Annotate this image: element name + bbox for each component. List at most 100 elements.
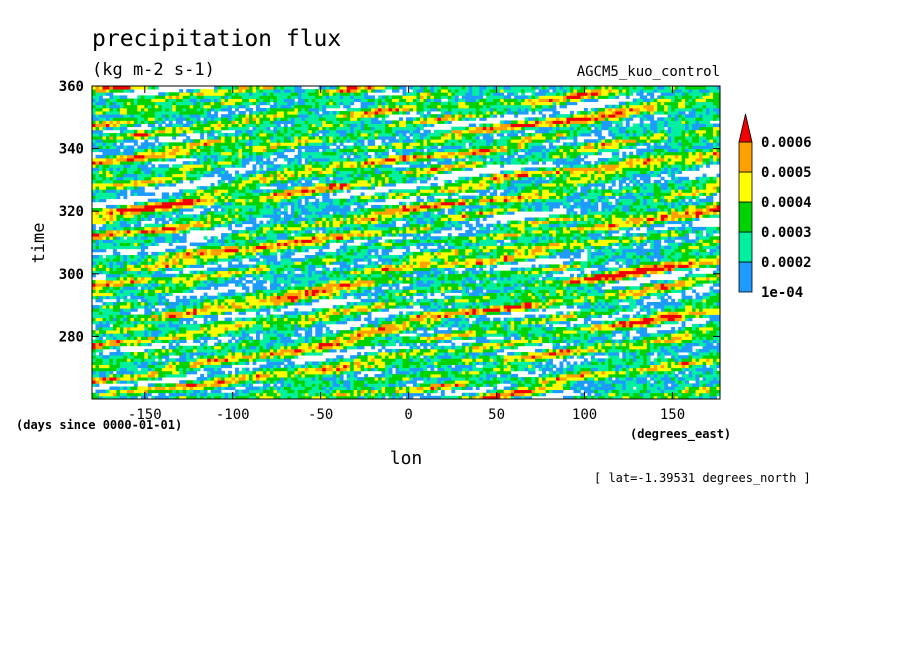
field-cell bbox=[301, 342, 306, 347]
field-cell bbox=[521, 336, 526, 340]
field-cell bbox=[269, 348, 274, 353]
field-cell bbox=[524, 298, 529, 303]
field-cell bbox=[552, 298, 557, 303]
field-cell bbox=[154, 377, 159, 381]
field-cell bbox=[235, 298, 239, 303]
field-cell bbox=[95, 336, 100, 340]
field-cell bbox=[556, 383, 560, 387]
field-cell bbox=[514, 333, 519, 337]
field-cell bbox=[290, 361, 295, 365]
field-cell bbox=[276, 301, 281, 306]
field-cell bbox=[576, 352, 581, 356]
field-cell bbox=[454, 364, 459, 369]
field-cell bbox=[200, 380, 205, 384]
field-cell bbox=[479, 373, 484, 378]
field-cell bbox=[625, 348, 630, 353]
field-cell bbox=[158, 314, 163, 319]
field-cell bbox=[182, 367, 187, 372]
field-cell bbox=[472, 370, 477, 375]
field-cell bbox=[608, 320, 613, 325]
field-cell bbox=[161, 370, 166, 375]
field-cell bbox=[311, 373, 316, 378]
field-cell bbox=[105, 377, 110, 381]
field-cell bbox=[214, 389, 218, 394]
field-cell bbox=[587, 339, 592, 344]
field-cell bbox=[266, 298, 271, 303]
field-cell bbox=[217, 308, 222, 312]
field-cell bbox=[556, 380, 560, 384]
field-cell bbox=[597, 336, 602, 340]
field-cell bbox=[318, 314, 323, 319]
field-cell bbox=[158, 364, 163, 369]
field-cell bbox=[221, 373, 225, 378]
field-cell bbox=[109, 333, 114, 337]
field-cell bbox=[287, 330, 292, 334]
field-cell bbox=[440, 370, 445, 375]
field-cell bbox=[315, 389, 320, 394]
field-cell bbox=[625, 358, 630, 362]
field-cell bbox=[353, 358, 358, 362]
field-cell bbox=[594, 339, 599, 344]
field-cell bbox=[419, 370, 424, 375]
field-cell bbox=[517, 323, 522, 328]
field-cell bbox=[639, 345, 644, 350]
field-cell bbox=[419, 298, 424, 303]
field-cell bbox=[371, 298, 375, 303]
field-cell bbox=[130, 355, 135, 359]
field-cell bbox=[489, 330, 494, 334]
field-cell bbox=[653, 395, 658, 399]
field-cell bbox=[262, 333, 267, 337]
field-cell bbox=[440, 367, 445, 372]
field-cell bbox=[590, 380, 595, 384]
field-cell bbox=[151, 383, 156, 387]
field-cell bbox=[461, 348, 466, 353]
field-cell bbox=[416, 336, 421, 340]
field-cell bbox=[604, 301, 609, 306]
field-cell bbox=[542, 314, 546, 319]
field-cell bbox=[709, 386, 714, 391]
field-cell bbox=[416, 317, 421, 322]
field-cell bbox=[632, 336, 637, 340]
field-cell bbox=[273, 317, 278, 322]
field-cell bbox=[430, 389, 435, 394]
field-cell bbox=[186, 323, 191, 328]
field-cell bbox=[273, 320, 278, 325]
field-cell bbox=[332, 348, 337, 353]
field-cell bbox=[608, 392, 613, 397]
field-cell bbox=[283, 395, 288, 399]
field-cell bbox=[395, 320, 400, 325]
field-cell bbox=[500, 301, 505, 306]
field-cell bbox=[671, 392, 676, 397]
field-cell bbox=[255, 314, 260, 319]
field-cell bbox=[360, 336, 365, 340]
field-cell bbox=[695, 314, 700, 319]
field-cell bbox=[674, 364, 679, 369]
field-cell bbox=[165, 348, 170, 353]
field-cell bbox=[98, 352, 103, 356]
field-cell bbox=[458, 298, 463, 303]
field-cell bbox=[130, 320, 135, 325]
field-cell bbox=[709, 367, 714, 372]
field-cell bbox=[716, 348, 720, 353]
field-cell bbox=[468, 308, 473, 312]
field-cell bbox=[426, 370, 431, 375]
field-cell bbox=[440, 348, 445, 353]
field-cell bbox=[608, 308, 613, 312]
field-cell bbox=[133, 386, 138, 391]
field-cell bbox=[228, 311, 232, 315]
field-cell bbox=[116, 317, 121, 322]
field-cell bbox=[507, 389, 512, 394]
field-cell bbox=[622, 367, 627, 372]
field-cell bbox=[500, 330, 505, 334]
field-cell bbox=[521, 377, 526, 381]
field-cell bbox=[664, 383, 669, 387]
field-cell bbox=[371, 361, 375, 365]
field-cell bbox=[245, 320, 250, 325]
field-cell bbox=[618, 383, 623, 387]
field-cell bbox=[528, 367, 532, 372]
field-cell bbox=[402, 355, 407, 359]
field-cell bbox=[664, 370, 669, 375]
field-cell bbox=[507, 305, 512, 309]
field-cell bbox=[322, 320, 327, 325]
field-cell bbox=[287, 361, 292, 365]
